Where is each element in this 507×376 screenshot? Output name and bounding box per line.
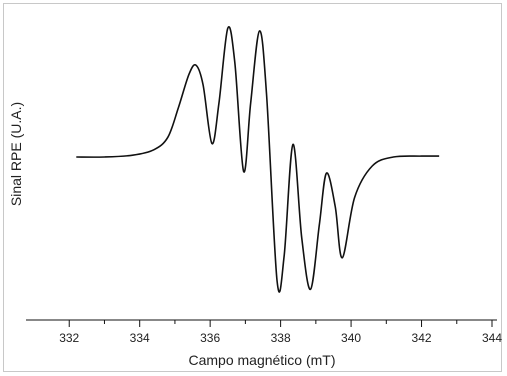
epr-spectrum-chart: 332 334 336 338 340 342 344 Campo magnético (m… <box>8 26 502 368</box>
x-tick-label: 340 <box>341 331 361 345</box>
x-tick-label: 342 <box>412 331 432 345</box>
epr-signal-line <box>76 26 440 293</box>
x-tick-label: 334 <box>130 331 150 345</box>
x-tick-label: 332 <box>59 331 79 345</box>
x-ticks <box>68 320 493 327</box>
y-axis-title: Sinal RPE (U.A.) <box>8 102 24 206</box>
x-tick-label: 336 <box>200 331 220 345</box>
x-tick-label: 344 <box>482 331 502 345</box>
x-tick-label: 338 <box>271 331 291 345</box>
x-tick-labels: 332 334 336 338 340 342 344 <box>59 331 502 345</box>
x-axis-title: Campo magnético (mT) <box>188 352 335 368</box>
chart-frame: 332 334 336 338 340 342 344 Campo magnético (m… <box>3 3 502 372</box>
